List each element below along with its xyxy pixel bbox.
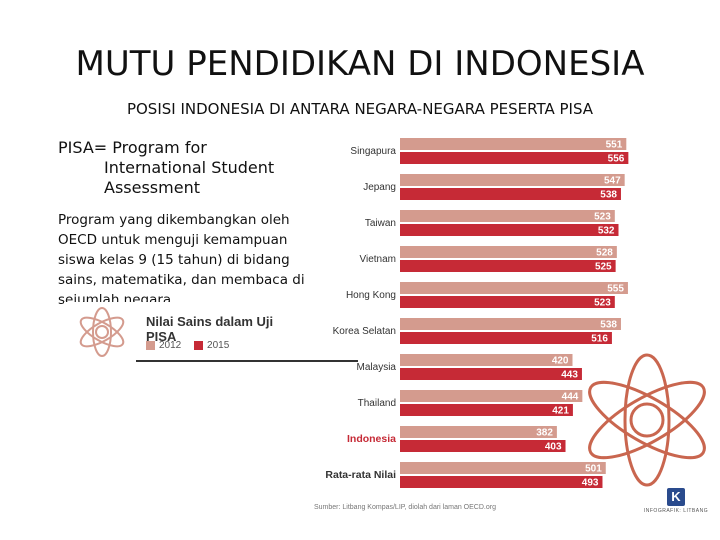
bar-2015 [400,224,619,236]
legend-swatch-2015 [194,340,204,350]
legend-items: 2012 2015 [146,340,239,351]
pisa-bar-chart: Singapura 551 556 Jepang 547 538 Taiwan 523 532 V… [325,138,629,489]
bar-value-label: 547 [604,176,621,187]
brand-mark: K [667,488,685,506]
bar-2015 [400,332,612,344]
bar-2012 [400,138,627,150]
bar-value-label: 421 [552,406,569,417]
slide-title: MUTU PENDIDIKAN DI INDONESIA [75,44,645,84]
bar-value-label: 420 [552,356,569,367]
category-label: Korea Selatan [333,326,396,337]
legend-item-2015: 2015 [194,340,229,351]
bar-value-label: 382 [536,428,553,439]
bar-2012 [400,174,625,186]
category-label: Rata-rata Nilai [325,469,396,481]
atom-icon [79,307,125,357]
bar-value-label: 556 [608,154,625,165]
category-label: Vietnam [359,254,396,265]
pisa-def-line1: PISA= Program for [58,138,207,157]
pisa-description: Program yang dikembangkan oleh OECD untu… [58,212,305,308]
category-label: Singapura [350,146,396,157]
bar-2015 [400,296,615,308]
bar-value-label: 444 [562,392,579,403]
bar-value-label: 555 [607,284,624,295]
bar-2015 [400,188,621,200]
bar-value-label: 523 [594,212,611,223]
bar-value-label: 532 [598,226,615,237]
atom-illustration-icon [588,353,706,487]
category-label: Malaysia [357,362,397,373]
description-clip: Program yang dikembangkan oleh OECD untu… [58,210,308,315]
legend-title: Nilai Sains dalam Uji PISA [146,314,274,344]
bar-2012 [400,462,606,474]
category-label: Hong Kong [346,290,396,301]
brand-text: INFOGRAFIK: LITBANG [643,508,709,514]
category-label: Jepang [363,182,396,193]
bar-2012 [400,246,617,258]
bar-value-label: 538 [600,190,617,201]
category-label: Thailand [358,398,396,409]
bar-2012 [400,426,557,438]
source-note: Sumber: Litbang Kompas/LIP, diolah dari … [314,504,496,511]
legend-label-2012: 2012 [159,340,182,351]
pisa-def-line2: International Student [104,158,275,177]
bar-value-label: 516 [591,334,608,345]
bar-value-label: 443 [561,370,578,381]
chart-legend: Nilai Sains dalam Uji PISA 2012 2015 [64,302,358,364]
legend-item-2012: 2012 [146,340,181,351]
bar-2012 [400,210,615,222]
bar-2015 [400,404,573,416]
bar-value-label: 493 [582,478,599,489]
category-label: Indonesia [347,433,396,445]
pisa-def-line3: Assessment [104,178,200,197]
bar-2015 [400,476,603,488]
slide-subtitle: POSISI INDONESIA DI ANTARA NEGARA-NEGARA… [126,100,594,118]
bar-value-label: 403 [545,442,562,453]
bar-2015 [400,440,566,452]
bar-2012 [400,390,583,402]
legend-label-2015: 2015 [207,340,230,351]
bar-value-label: 528 [596,248,613,259]
bar-2015 [400,152,629,164]
bar-2012 [400,282,628,294]
pisa-definition: PISA= Program for International Student … [58,138,318,198]
category-label: Taiwan [365,218,396,229]
legend-swatch-2012 [146,340,155,350]
bar-2015 [400,260,616,272]
bar-value-label: 501 [585,464,602,475]
bar-2012 [400,318,621,330]
bar-value-label: 551 [606,140,623,151]
bar-value-label: 538 [600,320,617,331]
bar-2015 [400,368,582,380]
legend-divider [136,360,358,362]
bar-2012 [400,354,573,366]
brand-logo: K INFOGRAFIK: LITBANG [640,488,712,514]
bar-value-label: 523 [594,298,611,309]
bar-value-label: 525 [595,262,612,273]
